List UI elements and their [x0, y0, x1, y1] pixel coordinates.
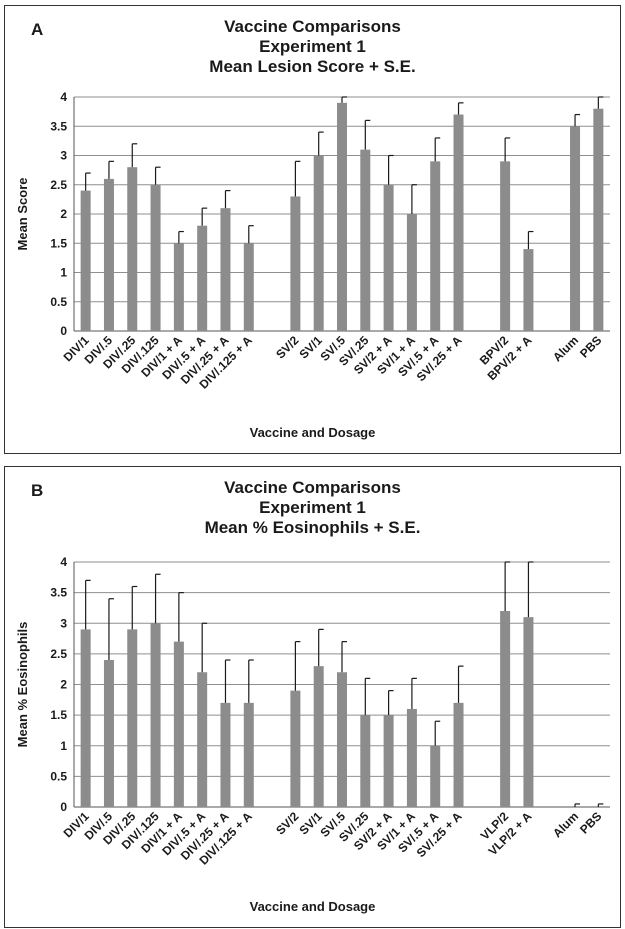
bar [500, 611, 510, 807]
bar [197, 226, 207, 331]
x-axis-label: Vaccine and Dosage [5, 899, 620, 914]
y-axis-label: Mean Score [15, 178, 30, 251]
bar [360, 715, 370, 807]
bar [290, 691, 300, 807]
y-tick-label: 1 [60, 266, 67, 280]
bar [593, 109, 603, 331]
bar [81, 191, 91, 331]
bar [290, 196, 300, 331]
bar [244, 703, 254, 807]
bar [523, 249, 533, 331]
x-tick-label: PBS [577, 809, 604, 836]
bar [454, 703, 464, 807]
bar [337, 103, 347, 331]
y-tick-label: 2.5 [50, 178, 67, 192]
x-axis-label: Vaccine and Dosage [5, 425, 620, 440]
bar [523, 617, 533, 807]
y-tick-label: 1 [60, 739, 67, 753]
x-tick-label: SV/2 [273, 809, 302, 838]
bar [570, 126, 580, 331]
y-tick-label: 3 [60, 149, 67, 163]
bar [174, 243, 184, 331]
x-tick-label: Alum [550, 809, 581, 840]
y-tick-label: 3.5 [50, 586, 67, 600]
bar [127, 167, 137, 331]
y-tick-label: 3.5 [50, 119, 67, 133]
bar [500, 161, 510, 331]
bar [430, 746, 440, 807]
bar [81, 629, 91, 807]
bar [197, 672, 207, 807]
bar [127, 629, 137, 807]
y-tick-label: 0.5 [50, 769, 67, 783]
bar [314, 666, 324, 807]
bar [407, 709, 417, 807]
y-tick-label: 4 [60, 90, 67, 104]
bar [430, 161, 440, 331]
y-tick-label: 1.5 [50, 236, 67, 250]
y-tick-label: 1.5 [50, 708, 67, 722]
y-tick-label: 2.5 [50, 647, 67, 661]
bar [407, 214, 417, 331]
x-tick-label: SV/2 [273, 333, 302, 362]
y-tick-label: 2 [60, 207, 67, 221]
x-tick-label: Alum [550, 333, 581, 364]
bar [384, 185, 394, 331]
bar [151, 185, 161, 331]
y-tick-label: 2 [60, 678, 67, 692]
y-axis-label: Mean % Eosinophils [15, 622, 30, 748]
bar [220, 703, 230, 807]
bar [104, 179, 114, 331]
y-tick-label: 4 [60, 555, 67, 569]
y-tick-label: 0 [60, 800, 67, 814]
y-tick-label: 3 [60, 616, 67, 630]
y-tick-label: 0 [60, 324, 67, 338]
bar [360, 150, 370, 331]
chart-panel-a: A Vaccine Comparisons Experiment 1 Mean … [4, 5, 621, 454]
bar [174, 642, 184, 807]
bar [244, 243, 254, 331]
bar [384, 715, 394, 807]
bar [220, 208, 230, 331]
x-tick-label: PBS [577, 333, 604, 360]
bar [104, 660, 114, 807]
bar [454, 115, 464, 331]
bar [337, 672, 347, 807]
chart-panel-b: B Vaccine Comparisons Experiment 1 Mean … [4, 466, 621, 928]
bar [314, 156, 324, 332]
y-tick-label: 0.5 [50, 295, 67, 309]
bar [151, 623, 161, 807]
